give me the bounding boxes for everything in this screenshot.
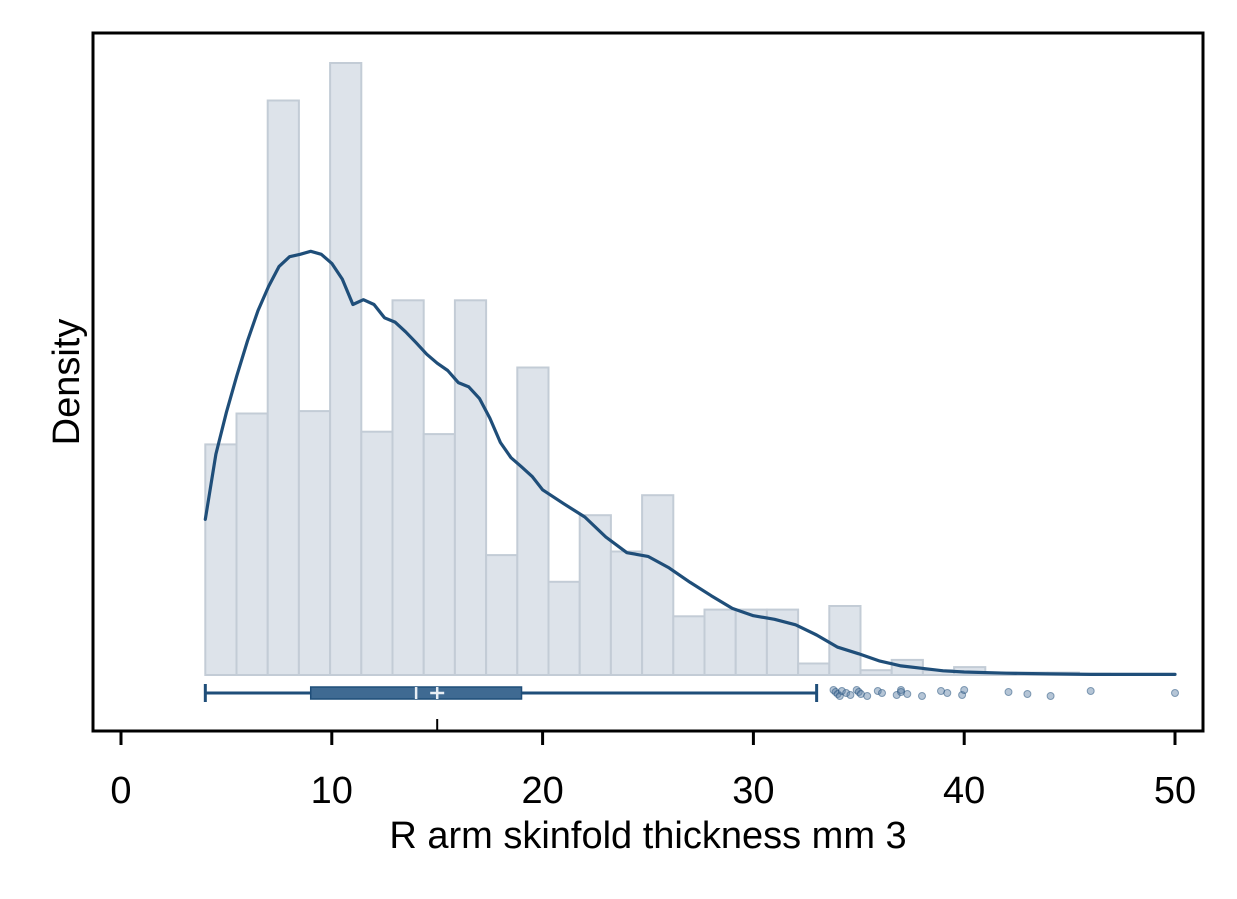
outlier-point [903,690,912,698]
histogram-bar [641,494,675,677]
histogram-bar [422,433,456,676]
outlier-point [863,692,872,700]
outlier-point [1004,688,1013,696]
x-axis-label: R arm skinfold thickness mm 3 [389,815,906,857]
histogram-bar [297,410,332,676]
histogram-bar [547,580,581,676]
histogram-bar [609,550,644,676]
histogram-bar [516,366,550,676]
outlier-point [878,689,886,697]
outlier-point [918,692,926,700]
x-tick-label: 10 [311,770,353,812]
histogram-bar [453,299,488,676]
histogram-bar [235,412,269,676]
histogram-bar [204,443,238,676]
outlier-point [873,687,882,695]
histogram-bar [391,299,425,676]
histogram-bar [360,430,394,677]
outlier-point [1046,692,1055,700]
density-curve-layer [203,249,1177,677]
density-curve [203,249,1177,677]
x-axis: 0 10 20 30 40 50 [110,719,1196,812]
histogram-bar [266,99,300,676]
boxplot-layer [203,684,1179,702]
histogram-bar [703,608,737,676]
histogram-bar [485,554,519,676]
outlier-point [837,687,846,695]
outlier-point [1086,687,1095,695]
histogram-bar [578,514,612,677]
histogram-bar [859,669,893,677]
x-tick-label: 30 [732,770,774,812]
histogram-bar [797,662,831,676]
x-tick-label: 50 [1154,770,1196,812]
plot-frame [91,31,1205,733]
outlier-point [897,686,905,694]
histogram-bar [672,615,706,676]
x-tick-label: 0 [110,770,131,812]
outlier-point [960,686,969,694]
outlier-point [1023,690,1032,698]
y-axis-label: Density [46,319,88,446]
outlier-point [1171,689,1179,697]
histogram-bar [329,62,363,676]
outlier-point [846,691,855,699]
histogram-bar [734,608,768,676]
histogram-bars [204,62,1174,677]
x-tick-label: 20 [521,770,563,812]
outlier-point [943,689,952,697]
x-tick-label: 40 [943,770,985,812]
outlier-point [842,689,851,697]
histogram-bar [828,605,862,676]
